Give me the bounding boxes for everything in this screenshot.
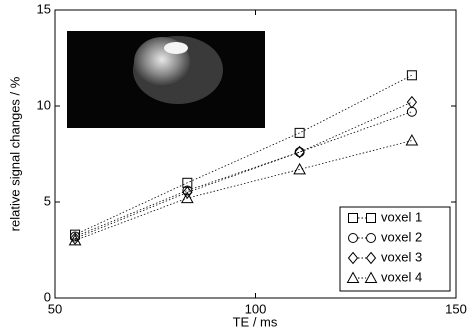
y-tick-label: 5 — [44, 193, 51, 208]
legend-label: voxel 2 — [381, 229, 422, 244]
x-tick-label: 150 — [445, 301, 467, 316]
y-tick-label: 15 — [37, 1, 51, 16]
marker — [295, 148, 304, 157]
y-axis-label: relative signal changes / % — [7, 76, 22, 231]
marker — [407, 107, 416, 116]
legend-label: voxel 3 — [381, 249, 422, 264]
marker — [294, 164, 305, 174]
inset-image — [67, 31, 265, 128]
marker — [407, 97, 416, 108]
x-axis-label: TE / ms — [233, 314, 278, 329]
y-tick-label: 0 — [44, 289, 51, 304]
x-tick-label: 100 — [245, 301, 267, 316]
y-tick-label: 10 — [37, 97, 51, 112]
marker — [406, 135, 417, 145]
chart: TE / ms relative signal changes / % 5 0 10… — [0, 0, 469, 333]
legend-label: voxel 4 — [381, 269, 422, 284]
marker — [407, 71, 416, 80]
legend-label: voxel 1 — [381, 209, 422, 224]
marker — [295, 128, 304, 137]
